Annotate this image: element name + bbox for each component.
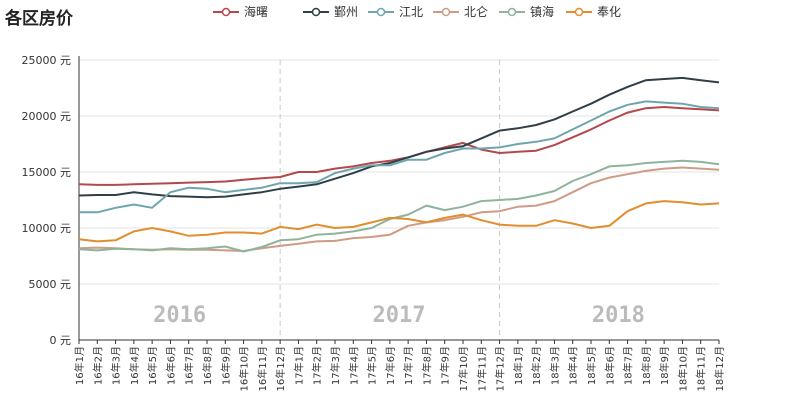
x-tick-label: 18年4月 bbox=[567, 346, 580, 385]
x-tick-label: 17年8月 bbox=[420, 346, 433, 385]
x-tick-label: 16年9月 bbox=[219, 346, 232, 385]
chart-title: 各区房价 bbox=[5, 9, 73, 29]
x-tick-label: 16年8月 bbox=[201, 346, 214, 385]
x-tick-label: 18年11月 bbox=[695, 346, 708, 391]
x-tick-label: 18年10月 bbox=[676, 346, 689, 391]
x-tick-label: 18年5月 bbox=[585, 346, 598, 385]
x-tick-label: 17年1月 bbox=[292, 346, 305, 385]
x-tick-label: 16年7月 bbox=[183, 346, 196, 385]
series-line-奉化 bbox=[78, 200, 720, 243]
x-tick-label: 17年2月 bbox=[311, 346, 324, 385]
x-tick-label: 18年2月 bbox=[530, 346, 543, 385]
x-tick-label: 16年2月 bbox=[91, 346, 104, 385]
x-tick-label: 18年3月 bbox=[548, 346, 561, 385]
legend-marker-icon bbox=[221, 7, 231, 17]
legend-marker-icon bbox=[311, 7, 321, 17]
year-label: 2016 bbox=[153, 303, 206, 328]
x-tick-label: 17年3月 bbox=[329, 346, 342, 385]
series-line-鄞州 bbox=[78, 76, 720, 199]
legend-marker-icon bbox=[507, 7, 517, 17]
legend-item-北仑[interactable]: 北仑 bbox=[433, 5, 488, 19]
legend-marker-icon bbox=[574, 7, 584, 17]
legend-item-镇海[interactable]: 镇海 bbox=[499, 4, 554, 19]
x-tick-label: 18年8月 bbox=[640, 346, 653, 385]
x-tick-label: 18年9月 bbox=[658, 346, 671, 385]
y-tick-label: 10000 元 bbox=[22, 222, 72, 235]
legend-item-江北[interactable]: 江北 bbox=[368, 5, 423, 19]
x-tick-label: 17年6月 bbox=[384, 346, 397, 385]
x-tick-label: 18年12月 bbox=[713, 346, 726, 391]
x-tick-label: 16年6月 bbox=[164, 346, 177, 385]
x-tick-label: 17年9月 bbox=[439, 346, 452, 385]
x-tick-label: 16年12月 bbox=[274, 346, 287, 391]
legend-label: 鄞州 bbox=[334, 5, 358, 19]
x-tick-label: 17年7月 bbox=[402, 346, 415, 385]
legend[interactable]: 海曙 鄞州 江北 北仑 镇海 奉化 bbox=[213, 4, 621, 19]
legend-label: 奉化 bbox=[597, 5, 621, 19]
legend-item-鄞州[interactable]: 鄞州 bbox=[303, 5, 358, 19]
x-tick-label: 16年11月 bbox=[256, 346, 269, 391]
series-line-江北 bbox=[79, 100, 720, 214]
grid-layer bbox=[79, 59, 719, 341]
year-separators bbox=[279, 60, 501, 340]
x-tick-label: 17年5月 bbox=[366, 346, 379, 385]
series-layer bbox=[78, 76, 720, 253]
x-tick-label: 16年1月 bbox=[73, 346, 86, 385]
axes: 0 元 5000 元 10000 元 15000 元 20000 元 25000 元 16年… bbox=[22, 54, 727, 391]
y-tick-label: 20000 元 bbox=[22, 110, 72, 123]
legend-item-奉化[interactable]: 奉化 bbox=[566, 5, 621, 19]
legend-label: 海曙 bbox=[244, 4, 268, 19]
legend-label: 北仑 bbox=[464, 5, 488, 19]
y-tick-label: 0 元 bbox=[50, 334, 72, 347]
x-tick-label: 18年7月 bbox=[622, 346, 635, 385]
x-tick-label: 18年6月 bbox=[603, 346, 616, 385]
legend-marker-icon bbox=[376, 7, 386, 17]
x-tick-label: 16年5月 bbox=[146, 346, 159, 385]
x-tick-label: 18年1月 bbox=[512, 346, 525, 385]
x-tick-label: 16年3月 bbox=[110, 346, 123, 385]
y-tick-label: 5000 元 bbox=[29, 278, 72, 291]
x-tick-label: 16年4月 bbox=[128, 346, 141, 385]
series-line-海曙 bbox=[78, 106, 720, 186]
x-tick-label: 17年10月 bbox=[457, 346, 470, 391]
x-tick-label: 17年11月 bbox=[475, 346, 488, 391]
series-line-镇海 bbox=[78, 159, 720, 253]
legend-marker-icon bbox=[441, 7, 451, 17]
legend-label: 江北 bbox=[399, 5, 423, 19]
year-label: 2017 bbox=[373, 303, 426, 328]
year-labels: 2016 2017 2018 bbox=[153, 303, 645, 328]
year-label: 2018 bbox=[592, 303, 645, 328]
y-tick-label: 15000 元 bbox=[22, 166, 72, 179]
x-tick-label: 16年10月 bbox=[238, 346, 251, 391]
legend-item-海曙[interactable]: 海曙 bbox=[213, 4, 268, 19]
x-tick-label: 17年4月 bbox=[347, 346, 360, 385]
series-line-北仑 bbox=[78, 166, 720, 252]
y-tick-label: 25000 元 bbox=[22, 54, 72, 67]
legend-label: 镇海 bbox=[530, 4, 554, 19]
x-tick-label: 17年12月 bbox=[494, 346, 507, 391]
